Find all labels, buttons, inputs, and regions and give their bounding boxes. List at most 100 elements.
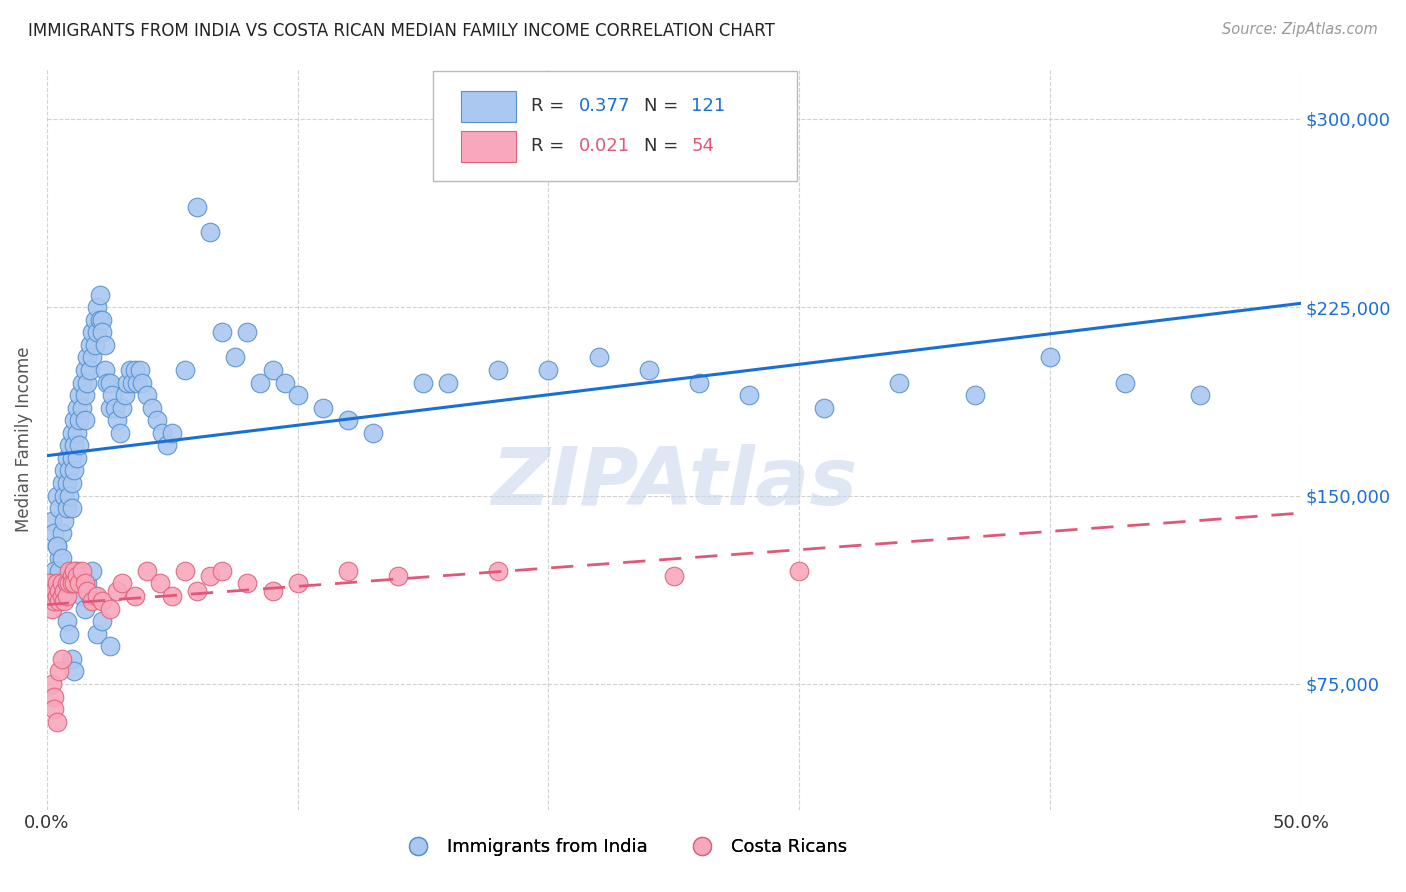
Point bbox=[141, 401, 163, 415]
Point bbox=[58, 576, 80, 591]
Point bbox=[60, 425, 83, 440]
Point bbox=[60, 475, 83, 490]
Point bbox=[91, 614, 114, 628]
Point bbox=[312, 401, 335, 415]
Point bbox=[56, 589, 79, 603]
Point bbox=[56, 614, 79, 628]
Point bbox=[70, 589, 93, 603]
Point bbox=[105, 584, 128, 599]
Point bbox=[41, 601, 63, 615]
Point bbox=[63, 564, 86, 578]
Point bbox=[738, 388, 761, 402]
Point bbox=[80, 564, 103, 578]
Point bbox=[58, 463, 80, 477]
Point bbox=[98, 376, 121, 390]
Point bbox=[76, 376, 98, 390]
Point bbox=[813, 401, 835, 415]
Point bbox=[51, 652, 73, 666]
Point bbox=[537, 363, 560, 377]
Point bbox=[48, 551, 70, 566]
Point bbox=[73, 363, 96, 377]
Point bbox=[41, 514, 63, 528]
Point bbox=[150, 425, 173, 440]
Point bbox=[89, 287, 111, 301]
Point bbox=[127, 376, 149, 390]
Point bbox=[79, 338, 101, 352]
Point bbox=[124, 589, 146, 603]
Point bbox=[45, 489, 67, 503]
Point bbox=[80, 594, 103, 608]
Point bbox=[38, 576, 60, 591]
Point bbox=[73, 388, 96, 402]
Point bbox=[63, 438, 86, 452]
Point bbox=[48, 501, 70, 516]
Point bbox=[66, 564, 89, 578]
Point bbox=[83, 338, 105, 352]
Point bbox=[437, 376, 460, 390]
Point bbox=[236, 576, 259, 591]
Point bbox=[118, 363, 141, 377]
Point bbox=[80, 351, 103, 365]
Point bbox=[79, 363, 101, 377]
Point bbox=[76, 584, 98, 599]
Text: ZIPAtlas: ZIPAtlas bbox=[491, 444, 856, 523]
Point bbox=[1189, 388, 1212, 402]
Point bbox=[1039, 351, 1062, 365]
Point bbox=[51, 526, 73, 541]
Text: 121: 121 bbox=[692, 97, 725, 115]
Point bbox=[115, 376, 138, 390]
Point bbox=[70, 564, 93, 578]
Point bbox=[662, 569, 685, 583]
Text: R =: R = bbox=[531, 97, 569, 115]
Point bbox=[128, 363, 150, 377]
Point bbox=[69, 438, 91, 452]
Point bbox=[211, 326, 233, 340]
Point bbox=[60, 450, 83, 465]
Point bbox=[688, 376, 710, 390]
Point bbox=[51, 589, 73, 603]
Point bbox=[45, 589, 67, 603]
Point bbox=[60, 576, 83, 591]
Text: R =: R = bbox=[531, 137, 569, 155]
Point bbox=[336, 413, 359, 427]
Point bbox=[146, 413, 169, 427]
Point bbox=[63, 463, 86, 477]
Text: 0.021: 0.021 bbox=[578, 137, 630, 155]
Point bbox=[63, 576, 86, 591]
Point bbox=[93, 338, 115, 352]
Point bbox=[69, 388, 91, 402]
Point bbox=[53, 594, 76, 608]
Point bbox=[73, 413, 96, 427]
Point bbox=[105, 413, 128, 427]
Point bbox=[91, 594, 114, 608]
Point bbox=[58, 438, 80, 452]
Point bbox=[486, 564, 509, 578]
Point bbox=[787, 564, 810, 578]
Point bbox=[111, 401, 134, 415]
Point bbox=[44, 564, 66, 578]
FancyBboxPatch shape bbox=[433, 71, 797, 181]
Text: N =: N = bbox=[644, 97, 683, 115]
Text: 54: 54 bbox=[692, 137, 714, 155]
Point bbox=[76, 351, 98, 365]
Point bbox=[149, 576, 172, 591]
Point bbox=[91, 326, 114, 340]
Point bbox=[83, 312, 105, 326]
Point bbox=[66, 569, 89, 583]
Point bbox=[114, 388, 136, 402]
Point bbox=[66, 425, 89, 440]
Point bbox=[93, 363, 115, 377]
Point bbox=[198, 569, 221, 583]
Point bbox=[51, 551, 73, 566]
Point bbox=[86, 326, 108, 340]
Point bbox=[48, 564, 70, 578]
Point bbox=[80, 326, 103, 340]
Point bbox=[198, 225, 221, 239]
Point bbox=[588, 351, 610, 365]
Point bbox=[486, 363, 509, 377]
Point bbox=[73, 601, 96, 615]
Point bbox=[963, 388, 986, 402]
Point bbox=[60, 501, 83, 516]
Point bbox=[56, 501, 79, 516]
Point bbox=[70, 376, 93, 390]
